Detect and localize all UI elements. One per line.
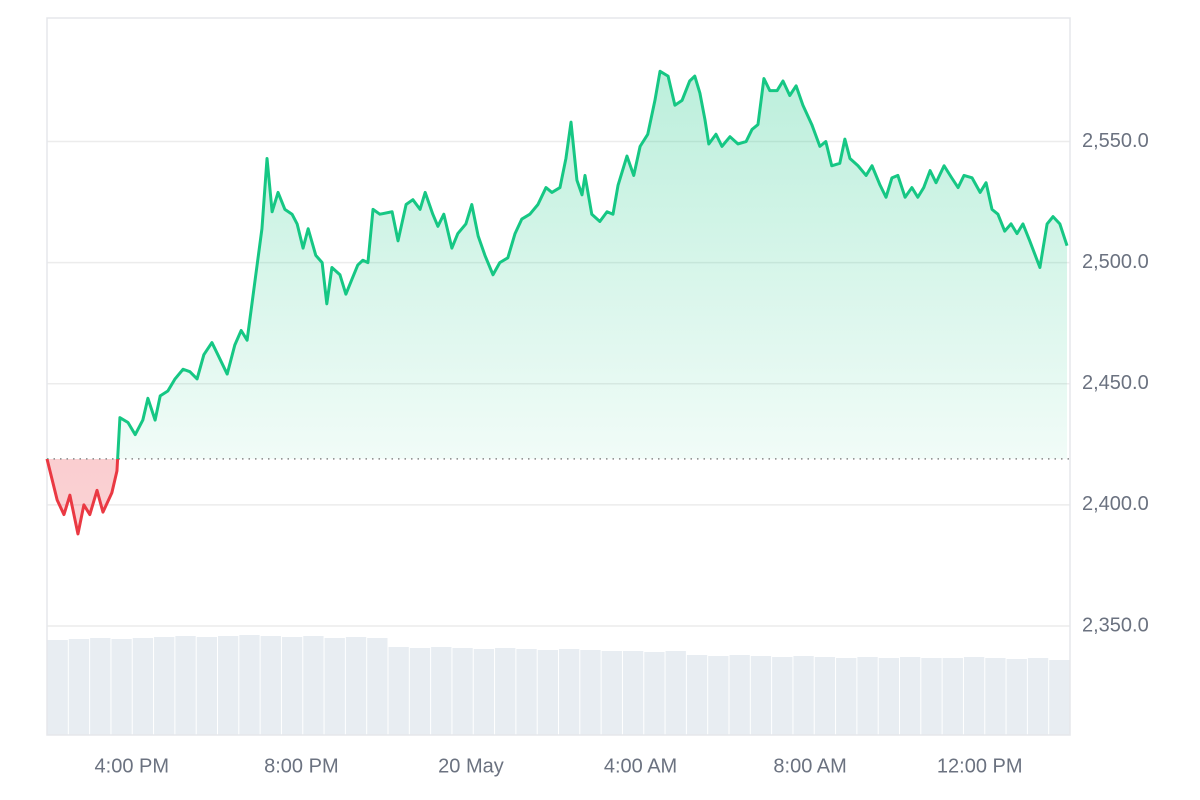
- volume-bar: [814, 657, 836, 735]
- volume-bar: [772, 657, 793, 735]
- volume-bar: [1049, 660, 1070, 735]
- plot-frame: [46, 17, 1071, 736]
- plot-layer: [45, 69, 1070, 536]
- volume-bar: [111, 639, 132, 735]
- volume-bar: [601, 651, 622, 735]
- volume-bar: [1027, 658, 1049, 735]
- y-tick-label: 2,450.0: [1082, 372, 1149, 394]
- volume-bar: [1006, 659, 1027, 735]
- y-tick-label: 2,400.0: [1082, 493, 1149, 515]
- y-tick-label: 2,350.0: [1082, 614, 1149, 636]
- volume-bar: [345, 637, 367, 735]
- volume-bar: [367, 638, 388, 735]
- price-line: [45, 69, 1069, 536]
- volume-bar: [878, 658, 899, 735]
- x-tick-label: 8:00 PM: [264, 755, 338, 777]
- volume-bar: [90, 638, 111, 735]
- x-tick-label: 4:00 AM: [604, 755, 677, 777]
- x-tick-label: 20 May: [438, 755, 504, 777]
- volume-bar: [452, 648, 473, 735]
- volume-bar: [836, 658, 857, 735]
- volume-bar: [559, 649, 580, 735]
- volume-bar: [324, 638, 345, 735]
- volume-bar: [175, 636, 196, 735]
- volume-bar: [154, 637, 175, 735]
- y-tick-label: 2,550.0: [1082, 130, 1149, 152]
- volume-bar: [793, 656, 814, 735]
- x-tick-label: 12:00 PM: [937, 755, 1023, 777]
- volume-bar: [516, 649, 537, 735]
- volume-bar: [921, 658, 942, 735]
- volume-bar: [985, 658, 1006, 735]
- price-area: [47, 71, 1068, 534]
- volume-layer: [47, 635, 1070, 735]
- volume-bar: [218, 636, 239, 735]
- volume-bar: [473, 649, 495, 735]
- volume-bar: [68, 639, 90, 735]
- y-tick-label: 2,500.0: [1082, 251, 1149, 273]
- volume-bar: [665, 651, 686, 735]
- volume-bar: [239, 635, 260, 735]
- volume-bar: [963, 657, 985, 735]
- volume-bar: [132, 638, 154, 735]
- volume-bar: [495, 648, 516, 735]
- volume-bar: [686, 655, 708, 735]
- volume-bar: [537, 650, 558, 735]
- volume-bar: [47, 640, 68, 735]
- volume-bar: [750, 656, 772, 735]
- volume-bar: [196, 637, 217, 735]
- volume-bar: [622, 651, 644, 735]
- volume-bar: [431, 647, 452, 735]
- volume-bar: [260, 636, 281, 735]
- x-tick-label: 4:00 PM: [95, 755, 169, 777]
- volume-bar: [281, 637, 303, 735]
- volume-bar: [942, 658, 963, 735]
- volume-bar: [729, 655, 750, 735]
- volume-bar: [857, 657, 878, 735]
- volume-bar: [900, 657, 921, 735]
- volume-bar: [303, 636, 324, 735]
- volume-bar: [644, 652, 665, 735]
- volume-bar: [580, 650, 601, 735]
- volume-bar: [708, 656, 729, 735]
- volume-bar: [409, 648, 431, 735]
- volume-bar: [388, 647, 409, 735]
- x-tick-label: 8:00 AM: [773, 755, 846, 777]
